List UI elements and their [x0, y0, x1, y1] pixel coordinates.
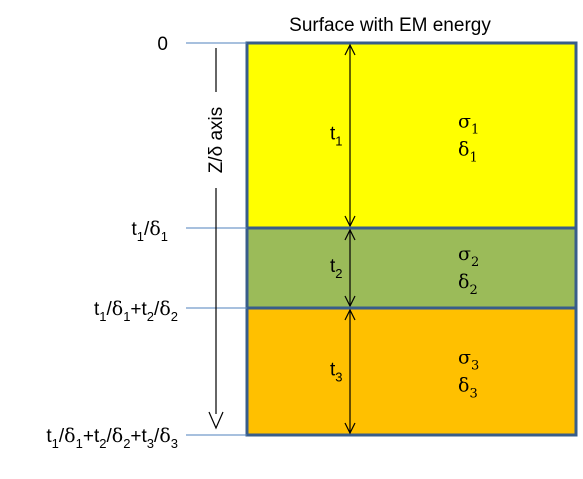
- sigma-label-2-base: σ: [458, 243, 471, 265]
- delta-label-1-subscript: 1: [469, 151, 477, 166]
- tick-label-2-part: /: [106, 299, 112, 320]
- layer-1-fill: [245, 41, 578, 230]
- sigma-label-3-subscript: 3: [471, 359, 479, 374]
- sigma-label-3-base: σ: [458, 347, 471, 369]
- delta-symbol: δ: [159, 298, 170, 320]
- z-axis: Z/δ axis: [206, 48, 227, 430]
- thickness-arrowhead-bottom-3: [344, 422, 356, 435]
- tick-label-3-part: /: [154, 426, 160, 447]
- tick-label-3-part: 1: [76, 436, 83, 451]
- tick-label-0: 0: [157, 34, 168, 55]
- thickness-arrowhead-bottom-2: [344, 295, 356, 308]
- layer-3-fill: [245, 306, 578, 437]
- diagram-title: Surface with EM energy: [289, 15, 491, 36]
- tick-label-3-part: 2: [123, 436, 130, 451]
- tick-label-2-part: 1: [99, 309, 106, 324]
- delta-label-2: δ2: [458, 271, 478, 298]
- tick-label-3-part: /: [106, 426, 112, 447]
- sigma-label-1-base: σ: [458, 111, 471, 133]
- thickness-label-2: t2: [330, 256, 343, 281]
- delta-label-2-base: δ: [458, 271, 469, 293]
- thickness-arrowhead-bottom-1: [344, 215, 356, 228]
- tick-label-2-part: 1: [123, 309, 130, 324]
- thickness-label-2-subscript: 2: [335, 266, 342, 281]
- delta-label-3: δ3: [458, 375, 478, 402]
- delta-label-3-base: δ: [458, 375, 469, 397]
- thickness-label-3-subscript: 3: [335, 370, 342, 385]
- tick-label-1-part: 1: [137, 229, 144, 244]
- sigma-label-2-subscript: 2: [471, 255, 479, 270]
- tick-label-1-part: t: [132, 219, 138, 240]
- thickness-label-3-base: t: [330, 360, 336, 381]
- delta-symbol: δ: [64, 425, 75, 447]
- thickness-arrowhead-top-2: [344, 228, 356, 241]
- tick-label-3-part: 2: [99, 436, 106, 451]
- tick-label-3-part: 3: [147, 436, 154, 451]
- tick-label-3-part: +t: [83, 426, 100, 447]
- z-axis-label: Z/δ axis: [206, 107, 227, 174]
- sigma-label-1: σ1: [458, 111, 479, 138]
- layer-2-fill: [245, 226, 578, 310]
- delta-symbol: δ: [112, 425, 123, 447]
- thickness-arrowhead-top-1: [344, 43, 356, 56]
- thickness-label-2-base: t: [330, 256, 336, 277]
- tick-label-2-part: 2: [147, 309, 154, 324]
- tick-label-2-part: 2: [171, 309, 178, 324]
- tick-label-2-part: t: [94, 299, 100, 320]
- thickness-label-1-base: t: [330, 124, 336, 145]
- sigma-label-2: σ2: [458, 243, 479, 270]
- delta-label-3-subscript: 3: [469, 387, 477, 402]
- tick-label-1: t1/δ1: [132, 218, 168, 244]
- sigma-label-1-subscript: 1: [471, 123, 479, 138]
- tick-label-2: t1/δ1+t2/δ2: [94, 298, 178, 324]
- tick-label-2-part: +t: [130, 299, 147, 320]
- delta-label-2-subscript: 2: [469, 283, 477, 298]
- tick-label-3: t1/δ1+t2/δ2+t3/δ3: [46, 425, 178, 451]
- tick-label-3-part: 3: [171, 436, 178, 451]
- tick-label-2-part: /: [154, 299, 160, 320]
- delta-symbol: δ: [159, 425, 170, 447]
- z-axis-arrowhead: [208, 411, 224, 430]
- tick-label-0-part: 0: [157, 34, 168, 55]
- thickness-arrowhead-top-3: [344, 308, 356, 321]
- delta-label-1-base: δ: [458, 139, 469, 161]
- tick-label-1-part: /: [144, 219, 150, 240]
- tick-label-3-part: /: [59, 426, 65, 447]
- tick-label-1-part: 1: [161, 229, 168, 244]
- tick-label-3-part: +t: [130, 426, 147, 447]
- thickness-label-3: t3: [330, 360, 343, 385]
- tick-label-3-part: 1: [52, 436, 59, 451]
- tick-label-3-part: t: [46, 426, 52, 447]
- sigma-label-3: σ3: [458, 347, 479, 374]
- delta-symbol: δ: [112, 298, 123, 320]
- thickness-label-1: t1: [330, 124, 343, 149]
- thickness-label-1-subscript: 1: [335, 134, 342, 149]
- delta-symbol: δ: [149, 218, 160, 240]
- delta-label-1: δ1: [458, 139, 478, 166]
